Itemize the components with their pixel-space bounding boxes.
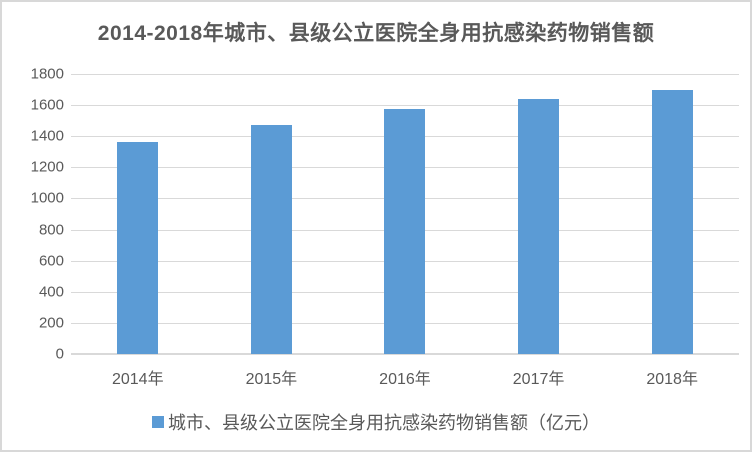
- bar-column-2014: [71, 74, 205, 354]
- chart-title: 2014-2018年城市、县级公立医院全身用抗感染药物销售额: [97, 22, 655, 45]
- y-axis-tick-label-1400: 1400: [30, 127, 64, 145]
- bars-layer: [71, 74, 739, 354]
- x-axis-label-2016: 2016年: [379, 371, 431, 388]
- legend-label: 城市、县级公立医院全身用抗感染药物销售额（亿元）: [168, 413, 600, 433]
- bar-2014: [117, 142, 159, 354]
- gridline-1800: [71, 74, 739, 75]
- y-axis-tick-label-1000: 1000: [30, 189, 64, 207]
- bar-column-2018: [605, 74, 739, 354]
- legend-swatch: [152, 416, 164, 428]
- x-axis-line: [71, 353, 739, 355]
- x-axis-label-2015: 2015年: [245, 371, 298, 388]
- bar-column-2016: [338, 74, 472, 354]
- plot-area: 0 200 400 600 800 1000 1200 1400 1600 1800 2014年 2…: [31, 66, 739, 388]
- x-axis-label-2017: 2017年: [512, 371, 565, 388]
- gridline-1600: [71, 105, 739, 107]
- bar-2017: [518, 99, 560, 354]
- x-axis-label-2018: 2018年: [646, 371, 698, 388]
- bar-2018: [651, 89, 693, 354]
- y-axis-tick-label-400: 400: [38, 283, 64, 301]
- bar-column-2017: [472, 74, 606, 354]
- y-axis-tick-label-1200: 1200: [30, 158, 64, 176]
- x-axis-label-2014: 2014年: [111, 371, 164, 388]
- y-axis-tick-label-200: 200: [38, 314, 64, 332]
- bar-2016: [384, 109, 426, 354]
- y-axis-tick-label-800: 800: [38, 221, 64, 239]
- x-axis: 2014年 2015年 2016年 2017年 2018年: [71, 354, 739, 389]
- bar-column-2015: [205, 74, 339, 354]
- y-axis-tick-label-1600: 1600: [30, 96, 64, 114]
- legend: 城市、县级公立医院全身用抗感染药物销售额（亿元）: [2, 408, 750, 436]
- y-axis-tick-label-1800: 1800: [30, 65, 64, 83]
- bar-2015: [250, 125, 292, 354]
- y-axis-tick-label-600: 600: [38, 252, 64, 270]
- y-axis-tick-label-0: 0: [55, 345, 64, 363]
